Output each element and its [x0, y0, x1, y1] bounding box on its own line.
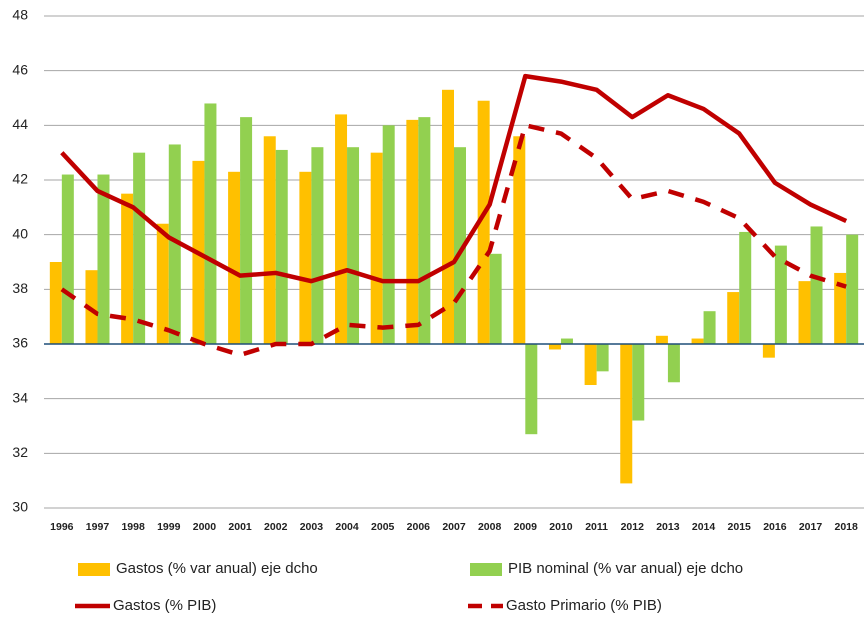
x-tick-label: 2013	[656, 521, 680, 533]
bar	[156, 223, 169, 344]
bar	[228, 171, 241, 344]
bar	[584, 344, 597, 385]
x-tick-label: 2011	[585, 521, 608, 533]
legend-swatch	[78, 563, 110, 576]
bar	[275, 149, 288, 344]
x-tick-label: 2018	[834, 521, 858, 533]
bar	[513, 136, 526, 344]
bar	[667, 344, 680, 383]
x-tick-label: 2008	[478, 521, 502, 533]
bar	[655, 335, 668, 344]
bar	[133, 152, 146, 344]
bar	[620, 344, 633, 484]
bar	[798, 281, 811, 344]
x-tick-label: 2016	[763, 521, 787, 533]
bar	[739, 231, 752, 344]
bar	[727, 292, 740, 344]
x-tick-label: 2005	[371, 521, 395, 533]
y-tick-label: 30	[12, 499, 28, 515]
bar	[560, 338, 573, 344]
axes: 30 32 34 36 38 40 42 44 46 48 1996 1997 1998 1999 2000…	[12, 7, 858, 533]
bar	[525, 344, 538, 435]
bar	[477, 100, 490, 344]
x-tick-label: 2001	[228, 521, 252, 533]
bar	[762, 344, 775, 358]
legend-label: Gastos (% var anual) eje dcho	[116, 560, 318, 577]
y-tick-label: 32	[12, 444, 28, 460]
x-tick-label: 1996	[50, 521, 74, 533]
bar	[442, 89, 454, 344]
bar	[703, 311, 716, 344]
bar	[691, 338, 704, 344]
x-tick-label: 1998	[121, 521, 145, 533]
x-tick-label: 2002	[264, 521, 288, 533]
x-tick-label: 2006	[407, 521, 431, 533]
x-tick-label: 2010	[549, 521, 573, 533]
bar	[263, 136, 276, 344]
x-tick-label: 2014	[692, 521, 716, 533]
legend-swatch	[470, 563, 502, 576]
y-tick-label: 34	[12, 389, 28, 405]
bar	[335, 114, 348, 345]
y-tick-label: 36	[12, 335, 28, 351]
x-tick-label: 1997	[86, 521, 110, 533]
legend: Gastos (% var anual) eje dcho PIB nominal…	[75, 560, 743, 614]
bar	[61, 174, 74, 344]
legend-label: Gasto Primario (% PIB)	[506, 597, 662, 614]
legend-label: Gastos (% PIB)	[113, 597, 216, 614]
bar	[347, 147, 360, 344]
x-tick-label: 1999	[157, 521, 181, 533]
x-tick-label: 2015	[728, 521, 752, 533]
bar	[299, 171, 312, 344]
bar	[311, 147, 324, 344]
x-tick-label: 2017	[799, 521, 823, 533]
lines	[60, 73, 848, 358]
y-tick-label: 48	[12, 7, 28, 23]
bar	[49, 262, 62, 344]
bar	[548, 344, 561, 350]
y-tick-label: 42	[12, 171, 28, 187]
y-tick-label: 46	[12, 61, 28, 77]
bar	[834, 272, 847, 344]
y-tick-label: 40	[12, 225, 28, 241]
bar	[121, 193, 134, 344]
bar	[418, 117, 431, 344]
x-tick-label: 2012	[621, 521, 645, 533]
bar	[810, 226, 823, 344]
x-tick-label: 2009	[514, 521, 538, 533]
line	[60, 73, 848, 284]
bar	[382, 125, 395, 344]
legend-label: PIB nominal (% var anual) eje dcho	[508, 560, 743, 577]
bar	[370, 152, 383, 344]
bar	[632, 344, 645, 421]
bar	[168, 144, 181, 344]
bar	[97, 174, 110, 344]
bar	[846, 234, 859, 344]
bar	[204, 103, 217, 344]
bar	[596, 344, 609, 372]
x-tick-label: 2003	[300, 521, 324, 533]
bar	[489, 253, 502, 344]
y-tick-label: 38	[12, 280, 28, 296]
bars	[44, 89, 864, 484]
line	[60, 123, 847, 358]
x-tick-label: 2004	[335, 521, 359, 533]
x-tick-label: 2000	[193, 521, 217, 533]
bar	[240, 117, 253, 344]
bar	[774, 245, 787, 344]
x-tick-label: 2007	[442, 521, 466, 533]
bar	[406, 119, 419, 344]
y-tick-label: 44	[12, 116, 28, 132]
